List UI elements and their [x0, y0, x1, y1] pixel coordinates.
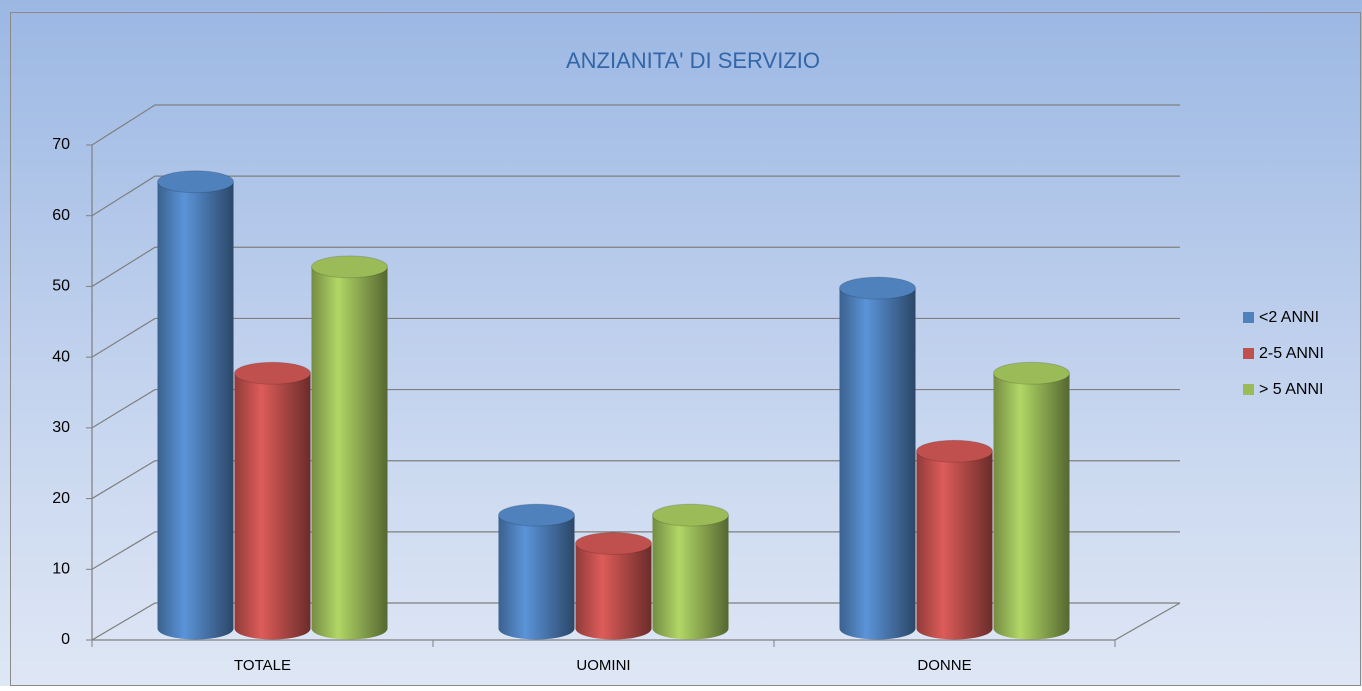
y-tick-label: 60: [52, 207, 70, 224]
y-tick-label: 40: [52, 348, 70, 365]
bar-top: [652, 503, 729, 527]
grid-line: [91, 531, 1180, 570]
bar: [993, 373, 1070, 640]
y-tick-label: 50: [52, 278, 70, 295]
x-tick-label: DONNE: [917, 657, 971, 674]
grid-line: [91, 602, 1180, 641]
bar: [311, 266, 388, 640]
bar-top: [157, 170, 234, 194]
legend-swatch: [1243, 348, 1254, 359]
bar: [157, 181, 234, 640]
bar-top: [916, 439, 993, 463]
bar-top: [311, 255, 388, 279]
bar: [652, 515, 729, 640]
legend-label: 2-5 ANNI: [1259, 345, 1324, 362]
legend-swatch: [1243, 384, 1254, 395]
chart-title: ANZIANITA' DI SERVIZIO: [566, 48, 820, 73]
bar: [234, 373, 311, 640]
bar: [575, 543, 652, 640]
y-tick-label: 0: [61, 631, 70, 648]
bar: [839, 288, 916, 640]
bar: [916, 451, 993, 640]
grid-line: [91, 317, 1180, 358]
bar-top: [839, 276, 916, 300]
y-tick-label: 10: [52, 561, 70, 578]
bar-top: [575, 531, 652, 555]
x-tick-label: UOMINI: [576, 657, 630, 674]
y-tick-label: 70: [52, 136, 70, 153]
x-tick-label: TOTALE: [234, 657, 291, 674]
grid-line: [91, 104, 1180, 146]
bar-top: [234, 361, 311, 385]
grid-line: [91, 460, 1180, 500]
legend-label: <2 ANNI: [1259, 309, 1319, 326]
y-tick-label: 20: [52, 490, 70, 507]
grid-line: [91, 246, 1180, 287]
bar-top: [498, 503, 575, 527]
legend-label: > 5 ANNI: [1259, 381, 1323, 398]
bar-top: [993, 361, 1070, 385]
legend-swatch: [1243, 312, 1254, 323]
grid-line: [91, 388, 1180, 429]
y-tick-label: 30: [52, 419, 70, 436]
grid-line: [91, 175, 1180, 217]
bar: [498, 515, 575, 640]
